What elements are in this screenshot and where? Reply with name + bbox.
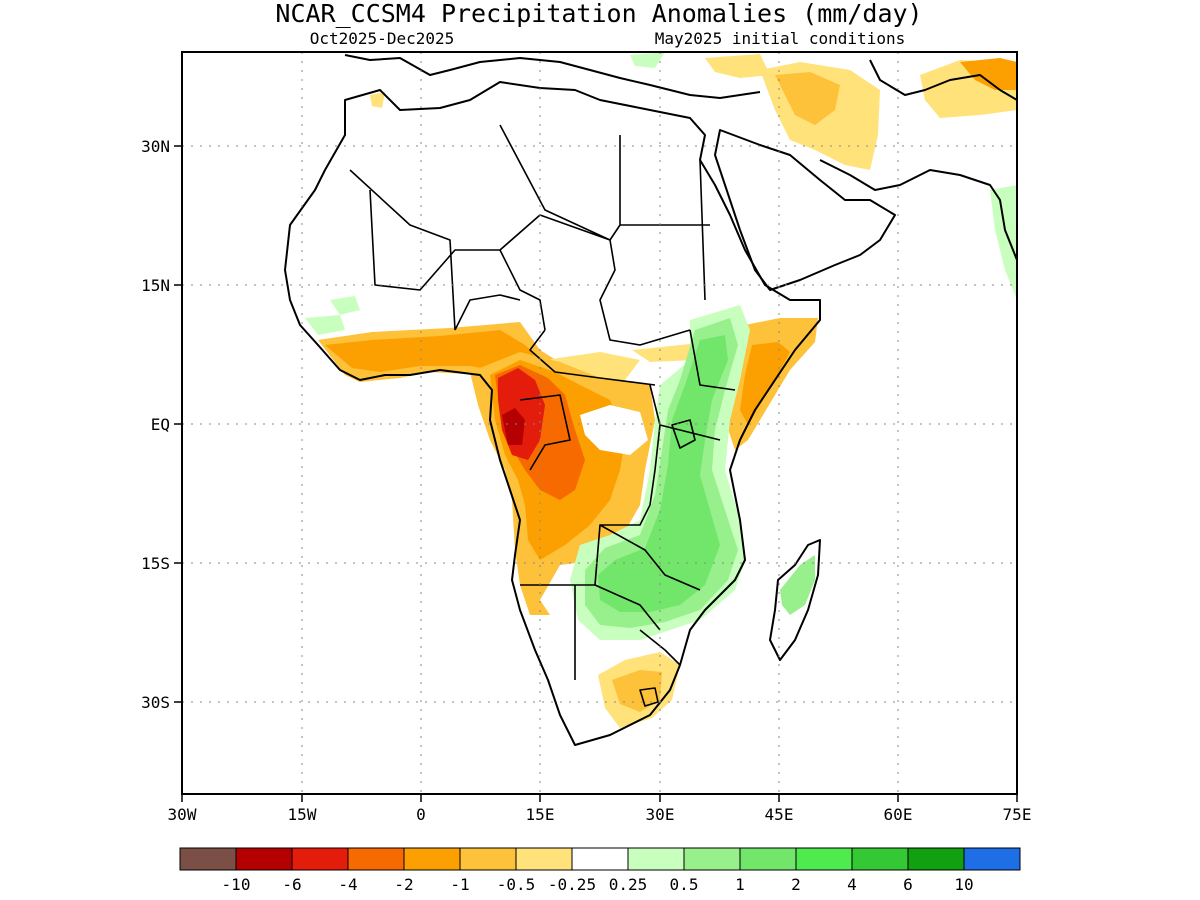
legend-swatch — [627, 847, 685, 871]
wet-region-india — [990, 185, 1017, 300]
lat-label: 15N — [141, 276, 170, 295]
legend-swatch — [459, 847, 517, 871]
lon-label: 45E — [765, 805, 794, 824]
legend-label: -6 — [282, 875, 301, 894]
legend-swatch — [683, 847, 741, 871]
legend-swatch — [291, 847, 349, 871]
tick-marks — [174, 145, 1018, 802]
map-title: NCAR_CCSM4 Precipitation Anomalies (mm/d… — [275, 0, 922, 28]
wet-region-madagascar — [780, 555, 815, 615]
lon-label: 30W — [168, 805, 197, 824]
legend-swatch — [739, 847, 797, 871]
legend-label: -0.5 — [497, 875, 536, 894]
legend-label: 6 — [903, 875, 913, 894]
legend-label: 10 — [954, 875, 973, 894]
legend-swatch — [795, 847, 853, 871]
wet-region-east-africa-core — [598, 335, 728, 612]
legend-label: 2 — [791, 875, 801, 894]
legend-label: -2 — [394, 875, 413, 894]
lat-label: 15S — [141, 554, 170, 573]
legend-label: -4 — [338, 875, 357, 894]
dry-region-arabia-core — [775, 72, 840, 125]
dry-region-west-africa-core — [325, 330, 548, 372]
lon-label: 15W — [288, 805, 317, 824]
legend-swatch — [963, 847, 1021, 871]
lon-label: 75E — [1003, 805, 1032, 824]
legend-label: 0.5 — [670, 875, 699, 894]
legend-label: 0.25 — [609, 875, 648, 894]
persian-gulf-coastline — [819, 159, 1017, 261]
dry-region-mediterranean — [705, 54, 770, 78]
wet-region-north-med — [630, 52, 665, 68]
lon-label: 15E — [526, 805, 555, 824]
legend-label: -10 — [222, 875, 251, 894]
color-legend: -10 -6 -4 -2 -1 -0.5 -0.25 0.25 0.5 1 2 4 6 10 — [179, 847, 1021, 894]
lat-label: EQ — [151, 415, 170, 434]
legend-swatch — [179, 847, 237, 871]
wet-region-sahel-west — [330, 296, 360, 315]
wet-region-guinea — [305, 315, 345, 335]
wet-anomaly-shading — [305, 52, 1017, 640]
graticule — [182, 52, 1017, 794]
dry-region-iran-core — [960, 58, 1017, 90]
lesotho — [639, 687, 659, 707]
season-label: Oct2025-Dec2025 — [310, 29, 455, 48]
lon-label: 60E — [884, 805, 913, 824]
legend-swatch — [515, 847, 573, 871]
dry-region-sudan-patch — [632, 344, 695, 362]
neutral-region-central — [580, 405, 648, 455]
plot-area — [182, 52, 1017, 794]
arabia-coastline — [714, 129, 896, 291]
lat-label: 30S — [141, 693, 170, 712]
madagascar-coastline — [769, 539, 821, 661]
lake-victoria — [671, 419, 696, 449]
country-borders — [349, 124, 736, 680]
legend-label: 4 — [847, 875, 857, 894]
longitude-labels: 30W 15W 0 15E 30E 45E 60E 75E — [168, 805, 1032, 824]
legend-swatch — [851, 847, 909, 871]
dry-region-morocco — [370, 92, 385, 108]
caspian-iran-coastline — [869, 59, 1017, 101]
legend-swatch — [907, 847, 965, 871]
lon-label: 0 — [416, 805, 426, 824]
legend-swatch — [571, 847, 629, 871]
lat-label: 30N — [141, 137, 170, 156]
dry-region-gabon-peak — [502, 408, 525, 445]
init-conditions-label: May2025 initial conditions — [655, 29, 905, 48]
coastlines-and-borders — [284, 54, 1017, 746]
legend-label: 1 — [735, 875, 745, 894]
legend-label: -1 — [450, 875, 469, 894]
europe-coastline — [344, 54, 761, 99]
lon-label: 30E — [646, 805, 675, 824]
plot-frame — [181, 51, 1018, 795]
latitude-labels: 30N 15N EQ 15S 30S — [141, 137, 170, 712]
legend-swatch — [235, 847, 293, 871]
legend-swatch — [403, 847, 461, 871]
dry-region-horn-core — [740, 342, 790, 425]
dry-anomaly-shading — [318, 54, 1017, 728]
legend-swatch — [347, 847, 405, 871]
legend-label: -0.25 — [548, 875, 596, 894]
